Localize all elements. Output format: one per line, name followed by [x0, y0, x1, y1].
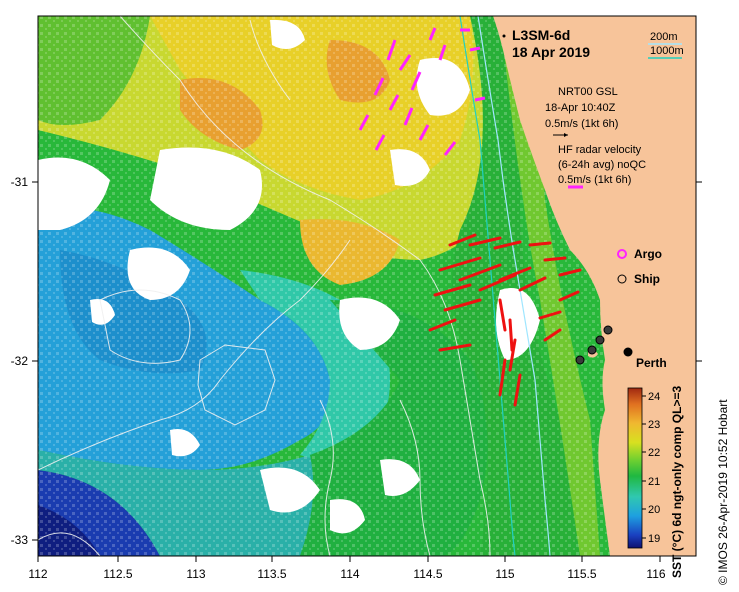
x-tick-112: 112	[28, 567, 47, 581]
cb-tick-23: 23	[648, 419, 660, 431]
x-tick-114: 114	[340, 567, 359, 581]
x-tick-115-5: 115.5	[567, 567, 596, 581]
radar-title: HF radar velocity	[558, 144, 642, 156]
x-tick-116: 116	[646, 567, 665, 581]
axis-ticks	[32, 181, 702, 562]
colorbar	[627, 387, 643, 549]
cb-tick-19: 19	[648, 533, 660, 545]
wind-source: NRT00 GSL	[558, 86, 618, 98]
x-tick-114-5: 114.5	[413, 567, 442, 581]
y-tick-32: -32	[11, 354, 29, 368]
perth-marker	[623, 347, 633, 357]
x-tick-115: 115	[495, 567, 514, 581]
argo-arrows	[358, 27, 486, 156]
argo-legend-symbol	[617, 249, 627, 259]
isobath-1000m	[459, 16, 516, 556]
radar-scale: 0.5m/s (1kt 6h)	[558, 174, 631, 186]
map-date: 18 Apr 2019	[512, 44, 590, 60]
plot-frame	[37, 15, 697, 557]
y-tick-33: -33	[11, 533, 29, 547]
colorbar-ticks	[642, 395, 646, 539]
isobath-200m	[477, 16, 551, 556]
ship-markers	[575, 325, 613, 365]
argo-legend-label: Argo	[634, 247, 662, 261]
x-tick-113: 113	[186, 567, 205, 581]
wind-scale: 0.5m/s (1kt 6h)	[545, 118, 618, 130]
radar-avg: (6-24h avg) noQC	[558, 159, 646, 171]
x-tick-113-5: 113.5	[257, 567, 286, 581]
cb-tick-22: 22	[648, 447, 660, 459]
ship-legend-symbol	[617, 274, 627, 284]
sst-field	[38, 16, 696, 556]
isobath-1000-label: 1000m	[650, 45, 684, 57]
ship-legend-label: Ship	[634, 272, 660, 286]
cb-tick-20: 20	[648, 504, 660, 516]
y-tick-31: -31	[11, 175, 29, 189]
x-tick-112-5: 112.5	[103, 567, 132, 581]
isobath-200-label: 200m	[650, 31, 678, 43]
credit-text: © IMOS 26-Apr-2019 10:52 Hobart	[716, 399, 730, 585]
colorbar-label: SST (°C) 6d ngt-only comp QL>=3	[670, 386, 684, 578]
hf-radar-arrows	[428, 233, 582, 407]
title-marker	[502, 34, 506, 38]
wind-scale-arrowhead	[564, 133, 568, 137]
cb-tick-21: 21	[648, 476, 660, 488]
wind-time: 18-Apr 10:40Z	[545, 102, 616, 114]
city-label-perth: Perth	[636, 356, 667, 370]
product-title: L3SM-6d	[512, 27, 570, 43]
cb-tick-24: 24	[648, 391, 660, 403]
